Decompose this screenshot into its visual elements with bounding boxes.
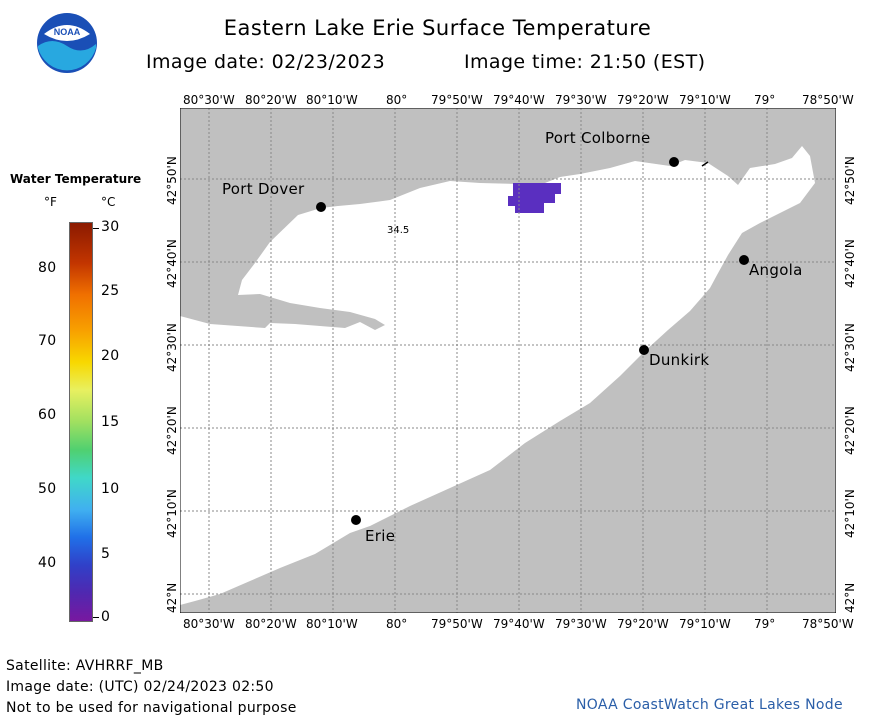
lat-label-right: 42°30'N [843,323,857,372]
lon-label-bottom: 78°50'W [802,617,854,631]
legend-unit-c: °C [101,195,116,209]
sample-temperature-value: 34.5 [387,225,410,236]
lat-label-right: 42°50'N [843,156,857,205]
lat-label-right: 42°40'N [843,239,857,288]
footer-utc-date: Image date: (UTC) 02/24/2023 02:50 [6,679,274,695]
footer-disclaimer: Not to be used for navigational purpose [6,700,297,716]
legend-c-tick: 15 [101,414,120,430]
city-marker-angola [739,255,749,265]
lon-label-bottom: 79°30'W [555,617,607,631]
lon-label-top: 80°30'W [183,93,235,107]
lon-label-bottom: 80° [386,617,408,631]
city-label-erie: Erie [365,527,396,545]
legend-f-tick: 40 [38,555,57,571]
legend-c-tick: 0 [101,609,111,625]
legend-f-tick: 60 [38,407,57,423]
cold-water-patch [508,183,561,213]
city-marker-port-colborne [669,157,679,167]
legend-title: Water Temperature [10,172,142,186]
lat-label-right: 42°20'N [843,406,857,455]
lat-label-left: 42°N [165,582,179,613]
lon-label-bottom: 80°20'W [245,617,297,631]
grid-lines [180,108,836,613]
lon-label-bottom: 80°30'W [183,617,235,631]
legend-f-tick: 70 [38,333,57,349]
noaa-logo: NOAA [36,12,98,74]
city-label-port-colborne: Port Colborne [545,129,651,147]
lat-label-right: 42°N [843,582,857,613]
lat-label-right: 42°10'N [843,489,857,538]
legend-c-tick: 25 [101,283,120,299]
lon-label-bottom: 80°10'W [306,617,358,631]
city-label-port-dover: Port Dover [222,180,305,198]
lat-label-left: 42°30'N [165,323,179,372]
legend-c-tick: 30 [101,219,120,235]
lon-label-bottom: 79° [754,617,776,631]
lon-label-top: 79°50'W [431,93,483,107]
legend-c-tick: 10 [101,481,120,497]
city-label-angola: Angola [749,261,803,279]
legend-c-tick: 20 [101,348,120,364]
page-title: Eastern Lake Erie Surface Temperature [223,16,652,40]
lon-label-bottom: 79°50'W [431,617,483,631]
noaa-logo-text: NOAA [54,27,81,37]
lat-label-left: 42°20'N [165,406,179,455]
lon-label-top: 79°40'W [493,93,545,107]
lat-label-left: 42°50'N [165,156,179,205]
lon-label-bottom: 79°40'W [493,617,545,631]
lon-label-bottom: 79°20'W [617,617,669,631]
lon-label-top: 78°50'W [802,93,854,107]
footer-credit: NOAA CoastWatch Great Lakes Node [576,697,843,713]
lat-label-left: 42°40'N [165,239,179,288]
lon-label-top: 80°20'W [245,93,297,107]
lon-label-top: 79°10'W [679,93,731,107]
lon-label-top: 80° [386,93,408,107]
legend-f-tick: 50 [38,481,57,497]
lon-label-top: 79° [754,93,776,107]
lon-label-top: 79°30'W [555,93,607,107]
lon-label-bottom: 79°10'W [679,617,731,631]
city-marker-dunkirk [639,345,649,355]
color-scale-bar [69,222,93,622]
city-marker-port-dover [316,202,326,212]
lat-label-left: 42°10'N [165,489,179,538]
lon-label-top: 79°20'W [617,93,669,107]
legend-c-tick: 5 [101,546,111,562]
city-label-dunkirk: Dunkirk [649,351,710,369]
lake-map [180,108,836,613]
legend-f-tick: 80 [38,260,57,276]
legend-unit-f: °F [44,195,57,209]
image-date: Image date: 02/23/2023 [146,51,386,73]
lake-water [180,146,815,613]
image-time: Image time: 21:50 (EST) [464,51,706,73]
city-marker-erie [351,515,361,525]
footer-satellite: Satellite: AVHRRF_MB [6,658,164,674]
lon-label-top: 80°10'W [306,93,358,107]
